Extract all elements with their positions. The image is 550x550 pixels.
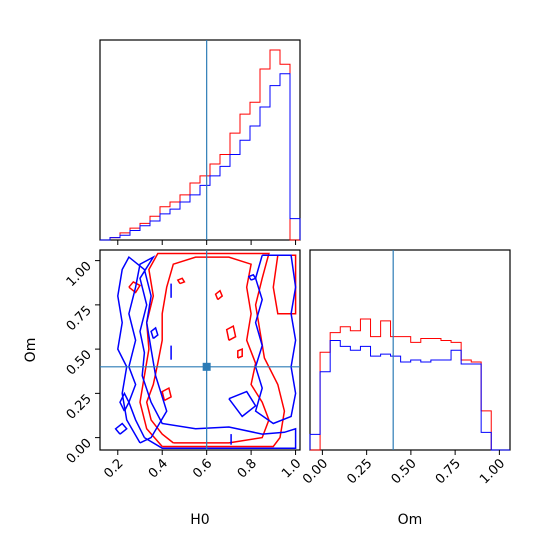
contour-red-5 <box>225 324 237 341</box>
contour-red-4 <box>161 386 172 402</box>
om-tick-label-3: 0.75 <box>64 303 95 334</box>
h0-tick-label-0: 0.2 <box>101 456 126 481</box>
contour-red-2 <box>272 254 297 315</box>
contour-red-0 <box>145 256 270 444</box>
contour-blue-9 <box>128 255 297 449</box>
contour-red-3 <box>128 280 142 294</box>
contour-blue-16 <box>247 273 257 281</box>
contour-blue-10 <box>117 255 168 444</box>
h0-hist-red-series <box>100 49 300 241</box>
h0-tick-label-2: 0.6 <box>190 456 215 481</box>
contour-red-1 <box>139 252 286 448</box>
contour-blue-15 <box>150 326 159 340</box>
om-histogram-ticks <box>321 450 500 455</box>
h0-hist-blue-series <box>100 73 301 241</box>
contour-blue-11 <box>254 254 297 425</box>
h0-axis-label: H0 <box>190 512 209 528</box>
truth-marker <box>202 362 211 371</box>
om-histogram-frame <box>309 249 511 451</box>
om-hist-red-series <box>310 318 510 451</box>
om-hist-tick-label-4: 1.00 <box>477 456 508 487</box>
om-axis-label-y: Om <box>23 338 39 363</box>
h0-histogram-frame <box>99 39 301 241</box>
om-tick-label-2: 0.50 <box>64 347 95 378</box>
contour-red-6 <box>237 347 243 359</box>
h0-tick-labels: 0.2 0.4 0.6 0.8 1.0 <box>101 456 304 481</box>
h0-histogram-panel <box>99 39 301 245</box>
joint-contour-frame <box>99 249 301 451</box>
om-hist-tick-label-0: 0.00 <box>300 456 331 487</box>
om-tick-label-1: 0.25 <box>64 392 95 423</box>
om-hist-blue-series <box>309 339 510 451</box>
h0-tick-label-3: 0.8 <box>235 456 260 481</box>
om-hist-tick-label-3: 0.75 <box>433 456 464 487</box>
om-tick-label-4: 1.00 <box>64 259 95 290</box>
contour-red-8 <box>176 277 186 285</box>
contour-blue-12 <box>228 390 257 418</box>
om-tick-labels: 0.00 0.25 0.50 0.75 1.00 <box>64 259 95 467</box>
contour-red-7 <box>214 289 224 301</box>
h0-tick-label-1: 0.4 <box>146 456 171 481</box>
h0-histogram-series <box>100 49 301 241</box>
om-tick-label-0: 0.00 <box>64 436 95 467</box>
h0-histogram-ticks <box>117 240 297 245</box>
om-histogram-tick-labels: 0.00 0.25 0.50 0.75 1.00 <box>300 456 508 487</box>
joint-ticks <box>95 260 297 455</box>
om-histogram-series <box>309 318 510 451</box>
contour-lines <box>114 252 297 449</box>
contour-blue-14 <box>119 391 130 412</box>
contour-blue-13 <box>114 422 128 435</box>
om-hist-tick-label-1: 0.25 <box>344 456 375 487</box>
om-histogram-panel: 0.00 0.25 0.50 0.75 1.00 Om <box>300 249 511 528</box>
joint-contour-panel: 0.2 0.4 0.6 0.8 1.0 0.000.250.500.751.00 H0 … <box>23 249 304 528</box>
om-axis-label-x: Om <box>398 512 423 528</box>
om-hist-tick-label-2: 0.50 <box>389 456 420 487</box>
